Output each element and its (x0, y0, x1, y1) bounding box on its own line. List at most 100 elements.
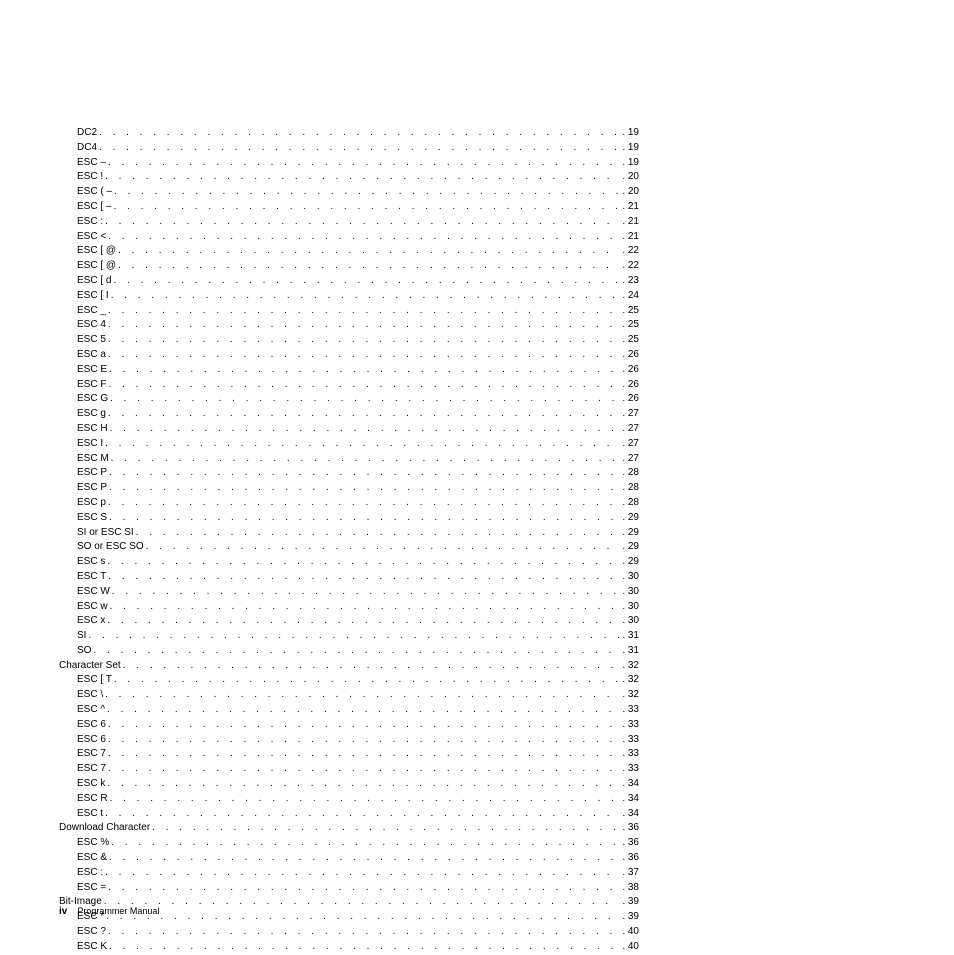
toc-entry-page: . 32 (620, 659, 639, 674)
toc-leader-dots: . . . . . . . . . . . . . . . . . . . . … (111, 289, 621, 304)
toc-leader-dots: . . . . . . . . . . . . . . . . . . . . … (109, 481, 620, 496)
toc-leader-dots: . . . . . . . . . . . . . . . . . . . . … (104, 895, 621, 910)
toc-entry: ESC : . . . . . . . . . . . . . . . . . … (59, 866, 639, 881)
toc-leader-dots: . . . . . . . . . . . . . . . . . . . . … (136, 526, 621, 541)
toc-entry-label: ESC & (77, 851, 109, 866)
table-of-contents: DC2 . . . . . . . . . . . . . . . . . . … (59, 126, 639, 955)
toc-leader-dots: . . . . . . . . . . . . . . . . . . . . … (113, 200, 620, 215)
toc-entry-label: ESC W (77, 585, 112, 600)
toc-entry: ESC g . . . . . . . . . . . . . . . . . … (59, 407, 639, 422)
toc-entry: Download Character . . . . . . . . . . .… (59, 821, 639, 836)
toc-leader-dots: . . . . . . . . . . . . . . . . . . . . … (99, 126, 620, 141)
toc-leader-dots: . . . . . . . . . . . . . . . . . . . . … (110, 392, 620, 407)
toc-entry: ESC \ . . . . . . . . . . . . . . . . . … (59, 688, 639, 703)
toc-entry: ESC = . . . . . . . . . . . . . . . . . … (59, 881, 639, 896)
toc-entry-label: ESC _ (77, 304, 108, 319)
toc-entry-page: . 27 (620, 407, 639, 422)
toc-entry: DC2 . . . . . . . . . . . . . . . . . . … (59, 126, 639, 141)
toc-entry-label: ESC x (77, 614, 107, 629)
toc-entry-label: ESC % (77, 836, 111, 851)
toc-entry: ESC 5 . . . . . . . . . . . . . . . . . … (59, 333, 639, 348)
toc-entry-page: . 30 (620, 614, 639, 629)
toc-entry: ESC s . . . . . . . . . . . . . . . . . … (59, 555, 639, 570)
toc-entry-label: ESC k (77, 777, 107, 792)
toc-entry-page: . 33 (620, 733, 639, 748)
toc-leader-dots: . . . . . . . . . . . . . . . . . . . . … (118, 244, 620, 259)
toc-entry-label: ESC \ (77, 688, 105, 703)
toc-leader-dots: . . . . . . . . . . . . . . . . . . . . … (123, 659, 621, 674)
toc-entry-page: . 33 (620, 762, 639, 777)
toc-entry-label: ESC [ – (77, 200, 113, 215)
toc-entry-label: Download Character (59, 821, 152, 836)
toc-entry: DC4 . . . . . . . . . . . . . . . . . . … (59, 141, 639, 156)
toc-entry: ESC ? . . . . . . . . . . . . . . . . . … (59, 925, 639, 940)
toc-entry-page: . 25 (620, 304, 639, 319)
toc-entry-label: ESC 6 (77, 718, 108, 733)
toc-entry-page: . 31 (620, 629, 639, 644)
toc-entry-page: . 27 (620, 422, 639, 437)
toc-entry-page: . 20 (620, 185, 639, 200)
toc-entry-label: ESC : (77, 215, 105, 230)
toc-entry-label: ESC ^ (77, 703, 107, 718)
toc-entry-label: ESC 7 (77, 747, 108, 762)
toc-leader-dots: . . . . . . . . . . . . . . . . . . . . … (108, 718, 620, 733)
toc-entry: ESC I . . . . . . . . . . . . . . . . . … (59, 437, 639, 452)
toc-leader-dots: . . . . . . . . . . . . . . . . . . . . … (99, 141, 620, 156)
toc-entry: SI . . . . . . . . . . . . . . . . . . .… (59, 629, 639, 644)
toc-entry: ESC t . . . . . . . . . . . . . . . . . … (59, 807, 639, 822)
toc-leader-dots: . . . . . . . . . . . . . . . . . . . . … (108, 156, 620, 171)
toc-entry-label: ESC T (77, 570, 108, 585)
footer-page-number: iv (59, 906, 67, 917)
toc-entry: ESC [ @ . . . . . . . . . . . . . . . . … (59, 259, 639, 274)
toc-leader-dots: . . . . . . . . . . . . . . . . . . . . … (110, 600, 621, 615)
toc-entry-page: . 40 (620, 940, 639, 955)
toc-leader-dots: . . . . . . . . . . . . . . . . . . . . … (109, 851, 620, 866)
toc-entry-label: ESC E (77, 363, 109, 378)
toc-leader-dots: . . . . . . . . . . . . . . . . . . . . … (111, 452, 621, 467)
toc-entry: ESC w . . . . . . . . . . . . . . . . . … (59, 600, 639, 615)
toc-leader-dots: . . . . . . . . . . . . . . . . . . . . … (114, 185, 620, 200)
toc-entry-label: ESC 6 (77, 733, 108, 748)
toc-entry: ESC ! . . . . . . . . . . . . . . . . . … (59, 170, 639, 185)
toc-entry-label: SO (77, 644, 93, 659)
toc-entry-page: . 24 (620, 289, 639, 304)
toc-entry: ESC H . . . . . . . . . . . . . . . . . … (59, 422, 639, 437)
toc-entry-page: . 34 (620, 777, 639, 792)
toc-entry-label: ESC ? (77, 925, 108, 940)
toc-entry-page: . 25 (620, 318, 639, 333)
toc-entry-page: . 28 (620, 481, 639, 496)
toc-entry-page: . 34 (620, 807, 639, 822)
toc-entry: SO or ESC SO . . . . . . . . . . . . . .… (59, 540, 639, 555)
toc-entry-label: ESC G (77, 392, 110, 407)
toc-leader-dots: . . . . . . . . . . . . . . . . . . . . … (152, 821, 620, 836)
toc-leader-dots: . . . . . . . . . . . . . . . . . . . . … (112, 585, 621, 600)
toc-leader-dots: . . . . . . . . . . . . . . . . . . . . … (105, 215, 620, 230)
footer-title: Programmer Manual (77, 906, 159, 916)
toc-entry-page: . 21 (620, 215, 639, 230)
toc-entry: ESC [ @ . . . . . . . . . . . . . . . . … (59, 244, 639, 259)
toc-leader-dots: . . . . . . . . . . . . . . . . . . . . … (88, 629, 620, 644)
toc-entry: ESC 4 . . . . . . . . . . . . . . . . . … (59, 318, 639, 333)
toc-entry: ESC [ T . . . . . . . . . . . . . . . . … (59, 673, 639, 688)
toc-leader-dots: . . . . . . . . . . . . . . . . . . . . … (93, 644, 620, 659)
toc-entry-page: . 32 (620, 673, 639, 688)
toc-entry-label: ESC a (77, 348, 108, 363)
toc-leader-dots: . . . . . . . . . . . . . . . . . . . . … (108, 378, 620, 393)
toc-entry: ESC ^ . . . . . . . . . . . . . . . . . … (59, 703, 639, 718)
toc-entry-page: . 29 (620, 526, 639, 541)
toc-entry-label: ESC 5 (77, 333, 108, 348)
toc-entry-page: . 36 (620, 836, 639, 851)
toc-entry-page: . 36 (620, 821, 639, 836)
toc-entry: ESC M . . . . . . . . . . . . . . . . . … (59, 452, 639, 467)
page-footer: iv Programmer Manual (59, 906, 159, 917)
toc-entry-page: . 20 (620, 170, 639, 185)
toc-leader-dots: . . . . . . . . . . . . . . . . . . . . … (108, 762, 620, 777)
toc-leader-dots: . . . . . . . . . . . . . . . . . . . . … (105, 170, 620, 185)
toc-entry-page: . 33 (620, 718, 639, 733)
toc-leader-dots: . . . . . . . . . . . . . . . . . . . . … (105, 437, 620, 452)
toc-entry-label: SO or ESC SO (77, 540, 146, 555)
toc-entry: ESC 6 . . . . . . . . . . . . . . . . . … (59, 718, 639, 733)
toc-entry: ESC p . . . . . . . . . . . . . . . . . … (59, 496, 639, 511)
toc-leader-dots: . . . . . . . . . . . . . . . . . . . . … (110, 422, 621, 437)
toc-entry: ESC ( – . . . . . . . . . . . . . . . . … (59, 185, 639, 200)
